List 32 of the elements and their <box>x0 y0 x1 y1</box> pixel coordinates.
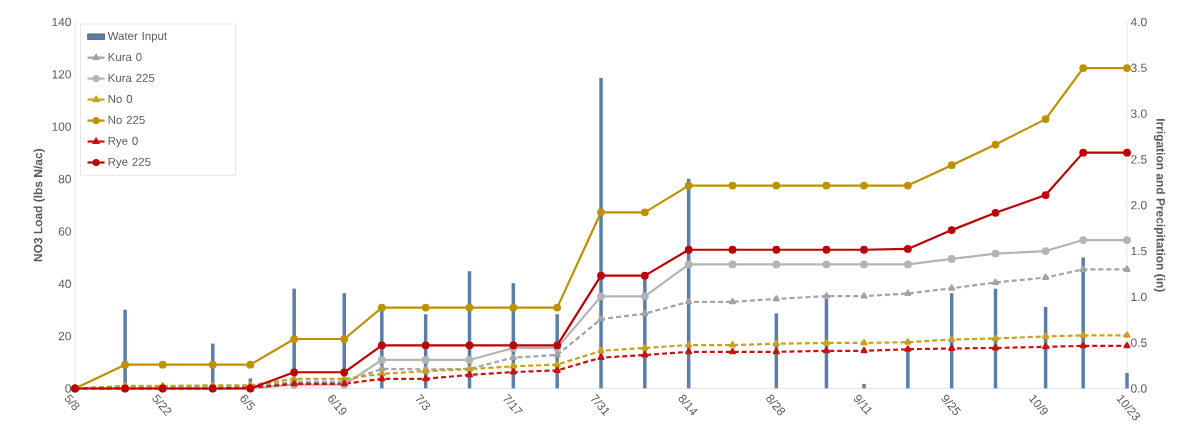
legend-label: Kura 0 <box>108 52 142 61</box>
y2-tick-label: 4.0 <box>1130 17 1147 27</box>
legend-label: No 225 <box>108 115 145 124</box>
x-tick-label: 6/5 <box>240 395 256 410</box>
y-tick-label: 0 <box>65 384 72 393</box>
y2-tick-label: 2.5 <box>1131 155 1147 164</box>
y-tick-label: 100 <box>52 122 72 131</box>
legend-label: No 0 <box>108 94 133 103</box>
legend-label: Water Input <box>107 32 167 43</box>
y-tick-label: 140 <box>52 17 72 27</box>
x-tick-label: 7/3 <box>415 393 431 411</box>
y-tick-label: 60 <box>58 227 72 236</box>
y-tick-label: 40 <box>58 279 72 289</box>
x-tick-label: 7/17 <box>503 393 523 414</box>
y2-axis-title: Irrigation and Precipitation (in) <box>1154 119 1166 292</box>
legend-label: Rye 225 <box>108 157 151 169</box>
legend-label: Kura 225 <box>108 73 155 82</box>
y2-tick-label: 1.0 <box>1131 292 1147 302</box>
y2-tick-label: 3.5 <box>1130 63 1147 73</box>
y2-tick-label: 0.0 <box>1131 384 1147 393</box>
y2-tick-label: 0.5 <box>1131 338 1147 347</box>
y-axis-title: NO3 Load (lbs N/ac) <box>33 149 45 262</box>
y2-tick-label: 2.0 <box>1131 201 1147 210</box>
y2-tick-label: 3.0 <box>1130 109 1147 118</box>
x-tick-label: 5/8 <box>64 394 80 411</box>
y-tick-label: 120 <box>52 70 72 79</box>
x-tick-label: 6/19 <box>328 395 347 415</box>
y-tick-label: 20 <box>58 331 72 341</box>
legend-label: Rye 0 <box>108 136 138 148</box>
y2-tick-label: 1.5 <box>1131 246 1147 256</box>
y-tick-label: 80 <box>58 174 72 184</box>
x-tick-label: 10/9 <box>1028 395 1048 415</box>
